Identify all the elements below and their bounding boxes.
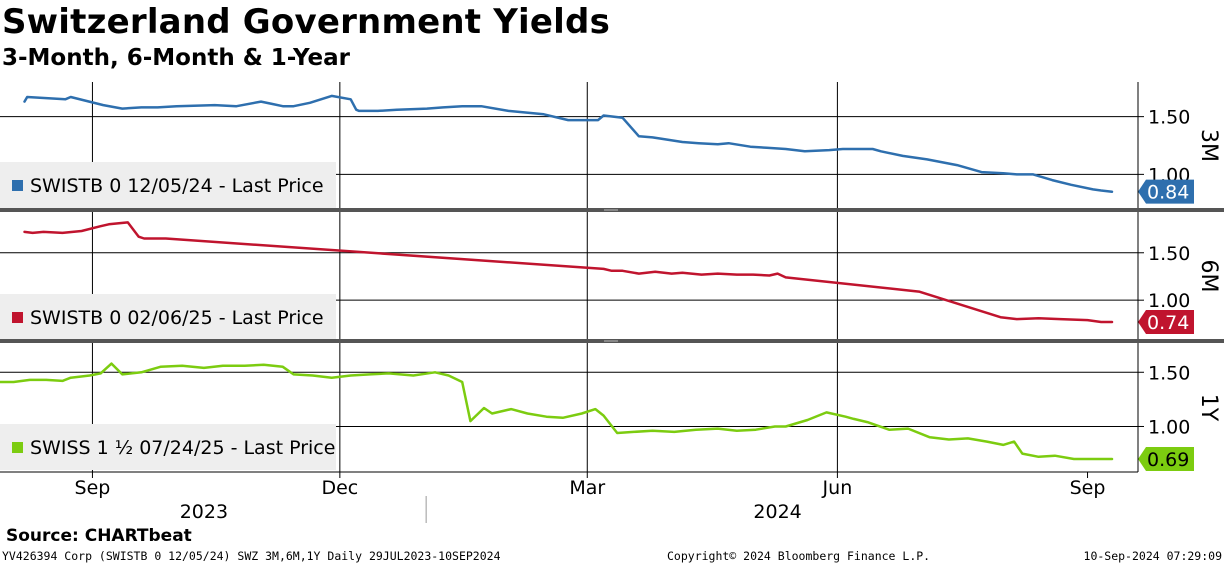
- x-tick-label: Sep: [75, 477, 111, 499]
- legend-swatch: [12, 312, 23, 323]
- y-tick-label: 1.50: [1148, 243, 1190, 265]
- x-tick-label: Mar: [569, 477, 605, 499]
- footer-copyright: Copyright© 2024 Bloomberg Finance L.P.: [667, 549, 931, 563]
- legend-box: [0, 294, 336, 340]
- last-value-tag: [1138, 309, 1194, 334]
- last-value-label: 0.69: [1147, 449, 1189, 471]
- legend-label: SWISS 1 ½ 07/24/25 - Last Price: [30, 437, 335, 459]
- panel-label: 1Y: [1196, 394, 1221, 422]
- series-line: [23, 94, 1114, 193]
- gridlines: [0, 82, 1138, 472]
- y-tick-label: 1.50: [1148, 107, 1190, 129]
- panel-label: 6M: [1196, 260, 1221, 293]
- legend-swatch: [12, 180, 23, 191]
- chart-title: Switzerland Government Yields: [2, 2, 611, 42]
- series-line: [23, 221, 1114, 324]
- legends: SWISTB 0 12/05/24 - Last Price SWISTB 0 0…: [0, 162, 336, 470]
- year-label: 2023: [180, 501, 228, 523]
- legend-box: [0, 162, 336, 208]
- footer-ticker-info: YV426394 Corp (SWISTB 0 12/05/24) SWZ 3M…: [2, 549, 501, 563]
- series-lines: [0, 94, 1114, 461]
- x-tick-label: Jun: [822, 477, 853, 499]
- year-label: 2024: [753, 501, 801, 523]
- axes: 1.501.003M0.841.501.006M0.741.501.001Y0.…: [0, 82, 1224, 523]
- chart-subtitle: 3-Month, 6-Month & 1-Year: [2, 45, 350, 71]
- y-tick-label: 1.00: [1148, 416, 1190, 438]
- y-tick-label: 1.50: [1148, 362, 1190, 384]
- x-tick-label: Dec: [321, 477, 358, 499]
- x-tick-label: Sep: [1070, 477, 1106, 499]
- series-line: [0, 362, 1114, 461]
- footer-timestamp: 10-Sep-2024 07:29:09: [1083, 549, 1222, 563]
- legend-label: SWISTB 0 02/06/25 - Last Price: [30, 307, 324, 329]
- legend-label: SWISTB 0 12/05/24 - Last Price: [30, 175, 324, 197]
- panel-label: 3M: [1196, 129, 1221, 162]
- legend-box: [0, 424, 336, 470]
- last-value-tag: [1138, 179, 1194, 204]
- source-note: Source: CHARTbeat: [6, 526, 192, 546]
- last-value-tag: [1138, 446, 1194, 471]
- legend-swatch: [12, 442, 23, 453]
- y-tick-label: 1.00: [1148, 290, 1190, 312]
- last-value-label: 0.84: [1147, 182, 1189, 204]
- last-value-label: 0.74: [1147, 312, 1189, 334]
